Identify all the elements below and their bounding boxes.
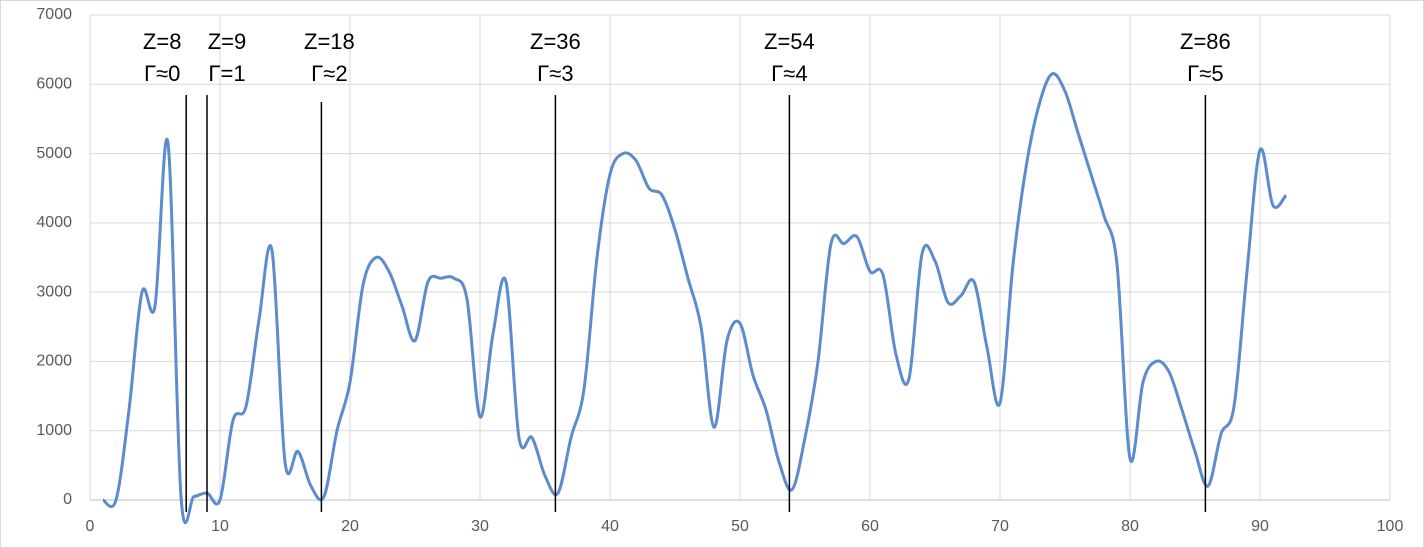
annotation-label: Z=8	[143, 29, 182, 54]
annotation-label: Γ≈5	[1187, 61, 1223, 86]
annotation-label: Z=18	[304, 29, 355, 54]
annotation-label: Γ≈3	[537, 61, 573, 86]
y-tick-label: 7000	[36, 6, 72, 23]
y-tick-label: 5000	[36, 145, 72, 162]
annotation-label: Z=54	[764, 29, 815, 54]
y-tick-label: 3000	[36, 283, 72, 300]
y-tick-label: 0	[63, 491, 72, 508]
annotation-label: Γ≈0	[144, 61, 180, 86]
x-tick-label: 80	[1121, 518, 1139, 535]
x-tick-label: 10	[211, 518, 229, 535]
annotation-label: Γ≈2	[311, 61, 347, 86]
annotation-label: Γ≈4	[771, 61, 807, 86]
annotation-label: Z=86	[1180, 29, 1231, 54]
x-tick-label: 90	[1251, 518, 1269, 535]
y-tick-label: 6000	[36, 76, 72, 93]
x-tick-label: 40	[601, 518, 619, 535]
annotation-label: Z=36	[530, 29, 581, 54]
annotation-label: Z=9	[208, 29, 247, 54]
x-tick-label: 60	[861, 518, 879, 535]
annotation-label: Γ=1	[208, 61, 245, 86]
x-tick-label: 30	[471, 518, 489, 535]
x-tick-label: 100	[1377, 518, 1404, 535]
x-tick-label: 0	[86, 518, 95, 535]
data-line	[102, 72, 1288, 525]
x-tick-label: 50	[731, 518, 749, 535]
y-tick-label: 4000	[36, 214, 72, 231]
y-tick-label: 2000	[36, 353, 72, 370]
y-tick-label: 1000	[36, 422, 72, 439]
x-tick-label: 20	[341, 518, 359, 535]
x-tick-label: 70	[991, 518, 1009, 535]
